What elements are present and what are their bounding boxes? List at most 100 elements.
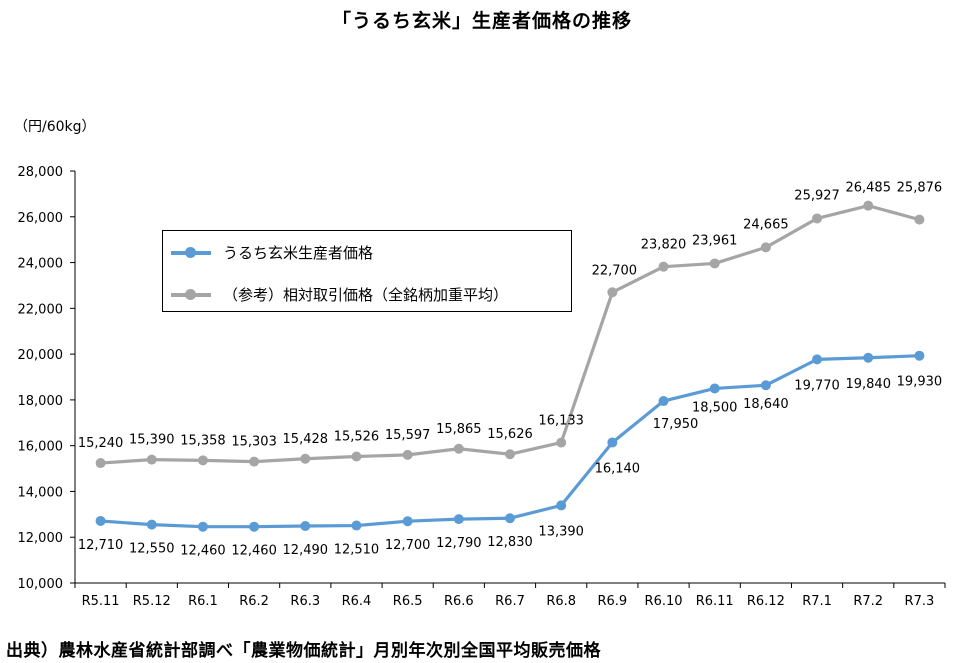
data-point — [402, 516, 413, 527]
x-tick-label: R6.12 — [747, 594, 785, 609]
x-tick-label: R6.2 — [239, 594, 269, 609]
y-tick-label: 10,000 — [18, 577, 64, 592]
y-tick-label: 12,000 — [18, 531, 64, 546]
data-label: 12,550 — [129, 542, 175, 557]
data-point — [146, 519, 157, 530]
data-label: 15,526 — [334, 430, 380, 445]
data-point — [95, 515, 106, 526]
x-tick-label: R6.3 — [290, 594, 320, 609]
data-label: 12,700 — [385, 538, 431, 553]
data-point — [351, 520, 362, 531]
data-point — [760, 380, 771, 391]
chart-legend: うるち玄米生産者価格 （参考）相対取引価格（全銘柄加重平均） — [162, 230, 572, 312]
data-point — [300, 453, 311, 464]
data-label: 12,510 — [334, 543, 380, 558]
data-label: 23,820 — [641, 238, 687, 253]
x-tick-label: R6.7 — [495, 594, 525, 609]
data-point — [914, 350, 925, 361]
x-tick-label: R6.11 — [696, 594, 734, 609]
data-label: 16,140 — [595, 461, 641, 476]
data-label: 23,961 — [692, 233, 738, 248]
y-tick-label: 24,000 — [18, 257, 64, 272]
y-tick-label: 18,000 — [18, 394, 64, 409]
data-label: 12,460 — [231, 544, 277, 559]
data-point — [863, 200, 874, 211]
data-label: 15,240 — [78, 436, 124, 451]
data-point — [197, 521, 208, 532]
data-point — [505, 449, 515, 460]
data-point — [249, 521, 260, 532]
x-tick-label: R6.8 — [546, 594, 576, 609]
y-tick-label: 14,000 — [18, 485, 64, 500]
legend-swatch-marker — [185, 289, 196, 300]
x-tick-label: R6.6 — [444, 594, 474, 609]
data-label: 26,485 — [845, 181, 891, 196]
data-label: 19,930 — [897, 375, 943, 390]
data-label: 15,626 — [487, 427, 533, 442]
data-label: 12,490 — [283, 543, 329, 558]
data-point — [812, 213, 823, 224]
chart-title: 「うるち玄米」生産者価格の推移 — [331, 10, 632, 32]
data-label: 22,700 — [592, 263, 638, 278]
data-point — [249, 456, 260, 467]
y-axis-unit-label: （円/60kg） — [14, 119, 96, 135]
data-point — [402, 449, 413, 460]
data-label: 13,390 — [538, 524, 584, 539]
y-tick-label: 26,000 — [18, 211, 64, 226]
data-label: 19,770 — [794, 378, 840, 393]
data-label: 19,840 — [845, 377, 891, 392]
x-tick-label: R7.3 — [905, 594, 935, 609]
legend-item-producer-price: うるち玄米生産者価格 — [163, 241, 571, 263]
data-label: 25,876 — [897, 181, 943, 196]
data-point — [709, 258, 720, 269]
data-label: 16,133 — [538, 414, 584, 429]
data-point — [914, 214, 925, 225]
data-label: 15,303 — [231, 435, 277, 450]
data-point — [300, 521, 311, 532]
data-point — [812, 354, 823, 365]
data-point — [607, 287, 618, 298]
legend-label-relative-trade-price: （参考）相対取引価格（全銘柄加重平均） — [223, 286, 509, 304]
x-tick-label: R6.5 — [393, 594, 423, 609]
data-label: 15,428 — [283, 432, 329, 447]
data-point — [760, 242, 771, 253]
data-point — [95, 458, 106, 469]
data-point — [607, 437, 618, 448]
x-tick-label: R6.10 — [645, 594, 683, 609]
data-point — [453, 514, 464, 525]
data-label: 15,865 — [436, 422, 482, 437]
data-point — [146, 454, 157, 465]
data-point — [197, 455, 208, 466]
data-point — [863, 352, 874, 363]
data-label: 17,950 — [653, 417, 699, 432]
x-tick-label: R5.11 — [82, 594, 120, 609]
data-label: 15,597 — [385, 428, 431, 443]
x-tick-label: R6.1 — [188, 594, 218, 609]
x-tick-label: R7.1 — [802, 594, 832, 609]
data-point — [505, 513, 515, 524]
data-label: 12,460 — [180, 544, 226, 559]
data-label: 15,390 — [129, 433, 175, 448]
x-tick-label: R7.2 — [853, 594, 883, 609]
y-tick-label: 22,000 — [18, 302, 64, 317]
data-label: 12,790 — [436, 536, 482, 551]
legend-swatch-marker — [185, 247, 196, 258]
data-label: 18,500 — [692, 400, 738, 415]
data-label: 25,927 — [794, 188, 840, 203]
data-point — [658, 396, 669, 407]
data-label: 12,830 — [487, 535, 533, 550]
x-tick-label: R5.12 — [133, 594, 171, 609]
data-point — [658, 261, 669, 272]
data-label: 15,358 — [180, 433, 226, 448]
y-tick-label: 16,000 — [18, 440, 64, 455]
x-tick-label: R6.4 — [342, 594, 372, 609]
data-point — [351, 451, 362, 462]
y-tick-label: 28,000 — [18, 165, 64, 180]
data-point — [556, 500, 567, 511]
legend-label-producer-price: うるち玄米生産者価格 — [223, 244, 374, 262]
data-point — [556, 437, 567, 448]
legend-item-relative-trade-price: （参考）相対取引価格（全銘柄加重平均） — [163, 283, 571, 305]
source-note: 出典）農林水産省統計部調べ「農業物価統計」月別年次別全国平均販売価格 — [6, 641, 601, 661]
data-label: 24,665 — [743, 217, 789, 232]
